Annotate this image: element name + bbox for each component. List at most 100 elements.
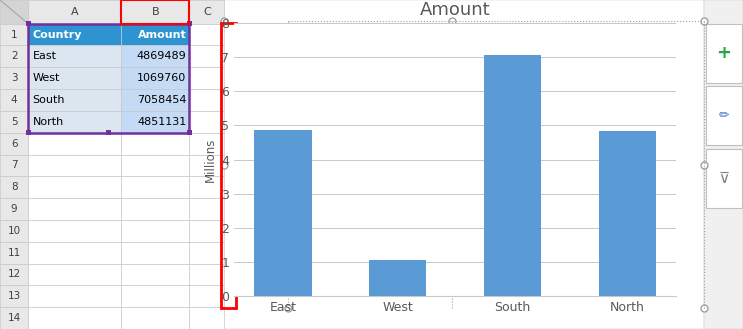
Bar	[121, 220, 189, 242]
Text: 2: 2	[11, 51, 17, 62]
Bar	[0, 45, 28, 67]
Bar	[189, 264, 224, 285]
Bar	[189, 176, 224, 198]
Bar	[189, 89, 224, 111]
Bar	[25, 130, 30, 135]
Bar	[0, 285, 28, 307]
Bar	[25, 21, 30, 26]
Bar	[28, 133, 121, 155]
Text: North: North	[33, 117, 64, 127]
Bar	[189, 24, 224, 45]
Text: 8: 8	[11, 182, 17, 192]
Bar	[0, 264, 28, 285]
Text: 1: 1	[11, 30, 17, 39]
Bar	[0, 0, 28, 24]
Text: C: C	[203, 7, 211, 17]
Text: West: West	[33, 73, 60, 83]
Bar	[28, 24, 189, 133]
Bar	[121, 111, 189, 133]
Bar	[189, 220, 224, 242]
Bar	[706, 24, 742, 83]
Text: 3: 3	[11, 73, 17, 83]
Bar	[28, 45, 121, 67]
Bar	[189, 155, 224, 176]
Bar	[28, 285, 121, 307]
Bar	[0, 198, 28, 220]
Bar	[189, 111, 224, 133]
Text: 7: 7	[11, 161, 17, 170]
Bar	[28, 242, 121, 264]
Bar	[121, 198, 189, 220]
Bar	[121, 307, 189, 329]
Bar	[189, 67, 224, 89]
Text: 4869489: 4869489	[137, 51, 186, 62]
Text: B: B	[152, 7, 159, 17]
Bar	[0, 155, 28, 176]
Text: A: A	[71, 7, 79, 17]
Text: 7058454: 7058454	[137, 95, 186, 105]
Bar	[706, 86, 742, 145]
Bar	[706, 149, 742, 208]
Bar	[484, 55, 541, 296]
Y-axis label: Millions: Millions	[204, 138, 217, 182]
Text: 10: 10	[7, 226, 21, 236]
Bar	[121, 176, 189, 198]
Bar	[28, 67, 121, 89]
Bar	[189, 133, 224, 155]
Bar	[704, 0, 743, 329]
Text: +: +	[716, 44, 731, 62]
Bar	[121, 89, 189, 111]
Bar	[28, 198, 121, 220]
Bar	[28, 155, 121, 176]
Text: Amount: Amount	[137, 30, 186, 39]
Bar	[106, 130, 111, 135]
Text: 11: 11	[7, 248, 21, 258]
Text: 12: 12	[7, 269, 21, 279]
Bar	[0, 133, 28, 155]
Bar	[189, 198, 224, 220]
Bar	[0, 24, 28, 45]
Bar	[121, 155, 189, 176]
Bar	[224, 0, 704, 329]
Text: 4851131: 4851131	[137, 117, 186, 127]
Bar	[28, 89, 121, 111]
Bar	[28, 264, 121, 285]
Bar	[189, 45, 224, 67]
Bar	[121, 133, 189, 155]
Bar	[254, 130, 311, 296]
Bar	[28, 111, 121, 133]
Bar	[121, 264, 189, 285]
Bar	[221, 23, 236, 308]
Bar	[28, 307, 121, 329]
Bar	[121, 0, 189, 24]
Bar	[121, 67, 189, 89]
Text: ⊽: ⊽	[718, 171, 729, 186]
Bar	[121, 0, 189, 24]
Text: 6: 6	[11, 139, 17, 149]
Bar	[0, 176, 28, 198]
Bar	[187, 130, 192, 135]
Text: 14: 14	[7, 313, 21, 323]
Bar	[121, 24, 189, 45]
Bar	[28, 0, 121, 24]
Bar	[0, 111, 28, 133]
Bar	[121, 285, 189, 307]
Bar	[121, 45, 189, 67]
Bar	[189, 0, 224, 24]
Text: 4: 4	[11, 95, 17, 105]
Bar	[187, 21, 192, 26]
Text: ✏: ✏	[718, 109, 729, 122]
Text: 5: 5	[11, 117, 17, 127]
Bar	[0, 220, 28, 242]
Bar	[0, 67, 28, 89]
Text: East: East	[33, 51, 56, 62]
Text: South: South	[33, 95, 65, 105]
Text: 9: 9	[11, 204, 17, 214]
Bar	[121, 242, 189, 264]
Title: Amount: Amount	[420, 1, 490, 19]
Bar	[28, 24, 121, 45]
Bar	[28, 176, 121, 198]
Bar	[0, 242, 28, 264]
Bar	[369, 260, 426, 296]
Bar	[0, 89, 28, 111]
